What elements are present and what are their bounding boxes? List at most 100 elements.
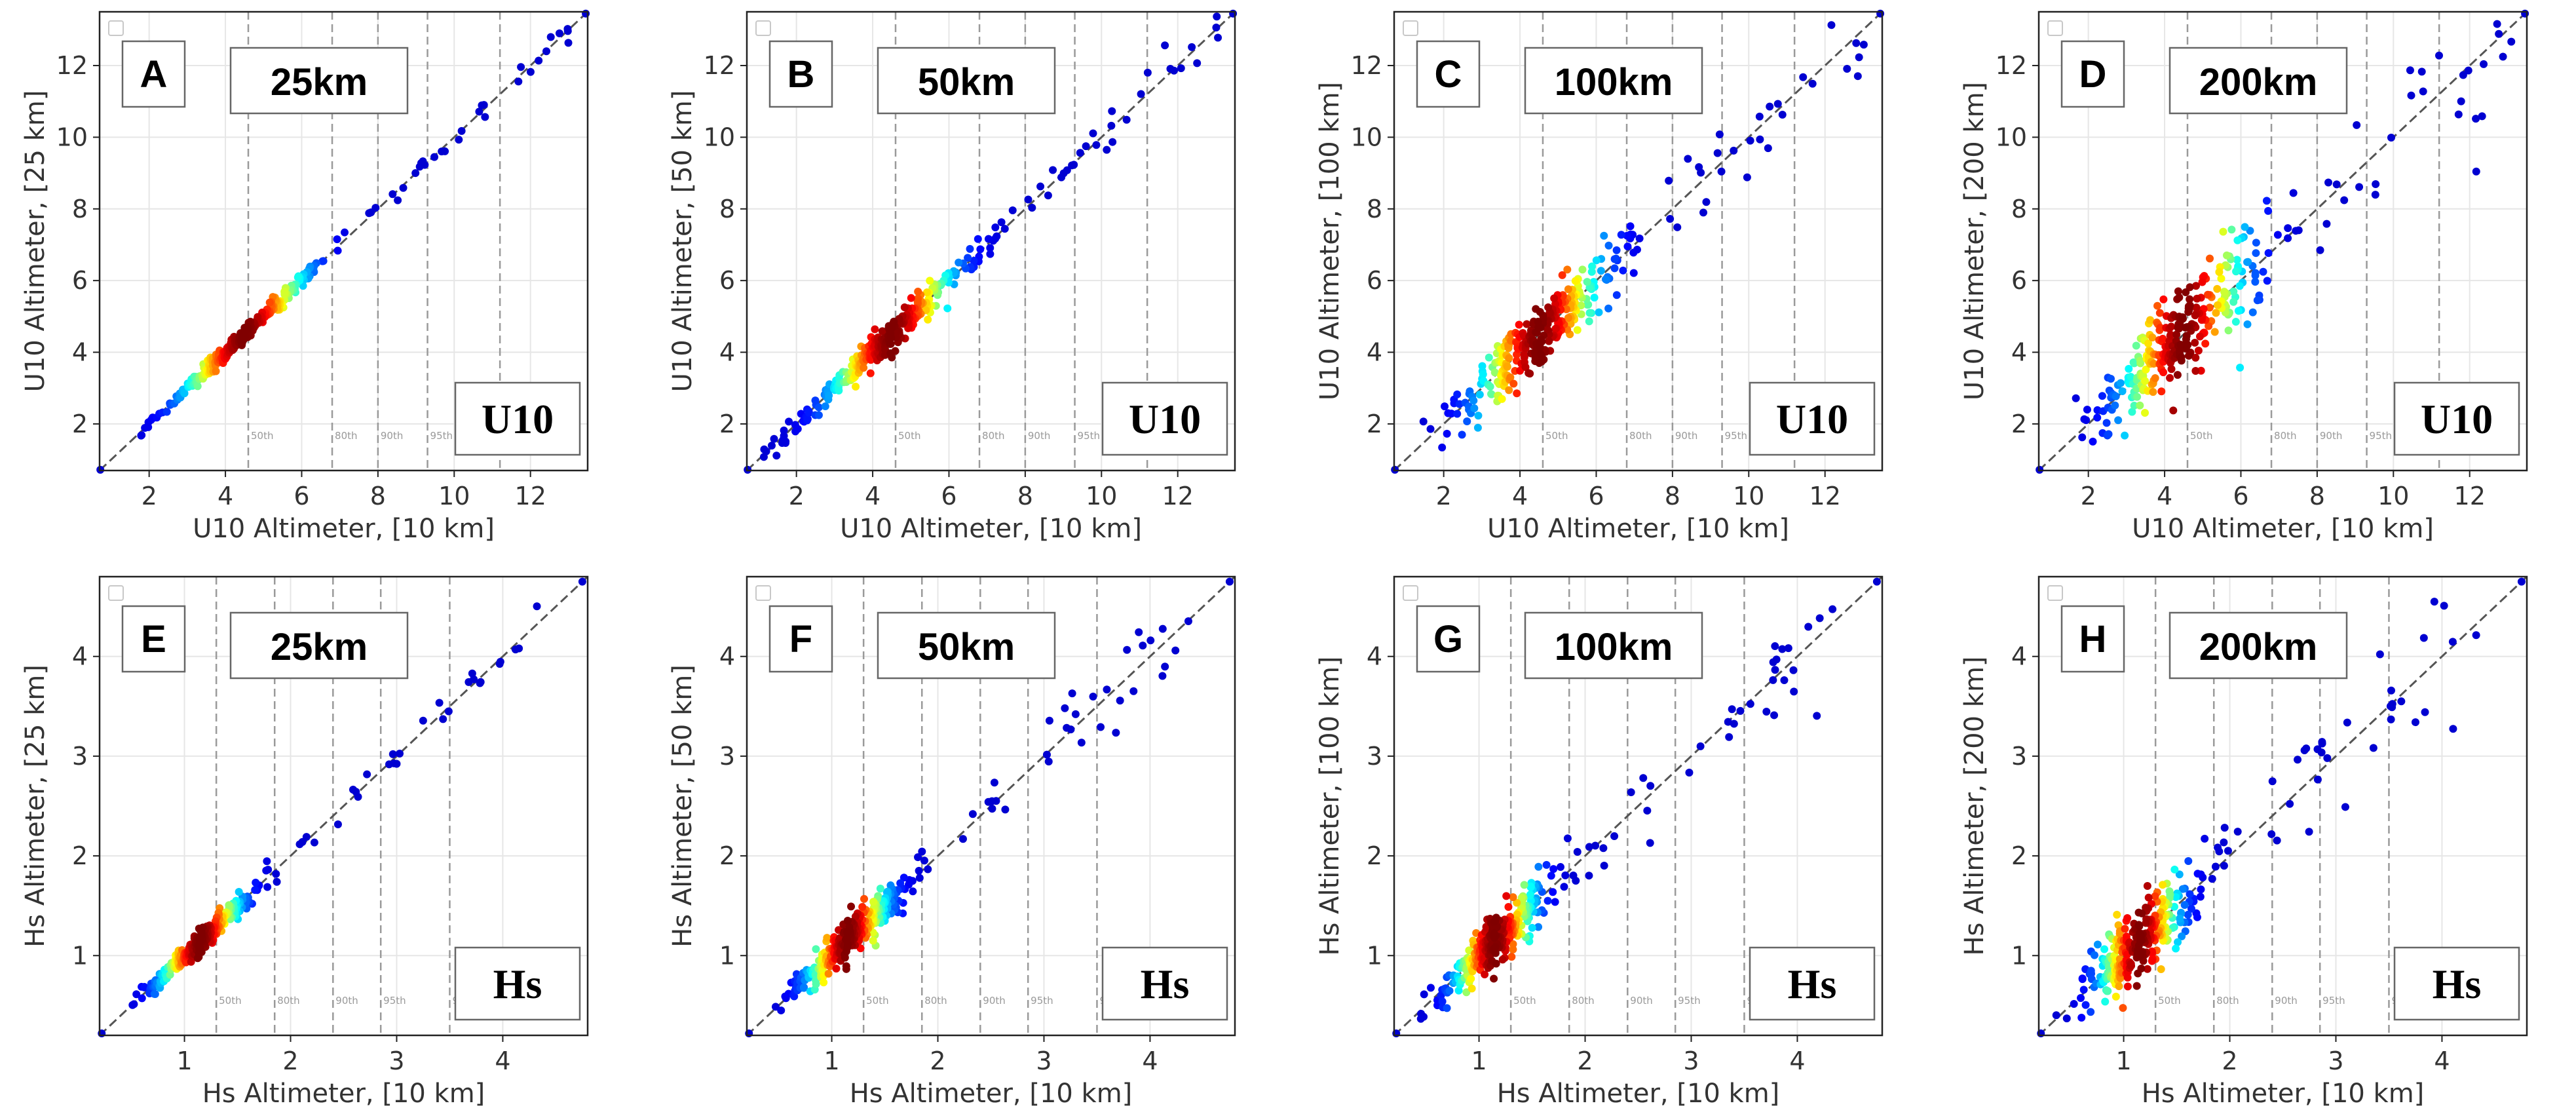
data-point <box>2201 339 2210 348</box>
data-point <box>2114 416 2123 425</box>
data-point <box>1443 1004 1451 1012</box>
x-tick-label: 2 <box>1577 1047 1593 1075</box>
panel-letter: C <box>1435 53 1462 96</box>
variable-label: Hs <box>1141 961 1190 1007</box>
data-point <box>388 190 397 199</box>
data-point <box>1770 711 1779 720</box>
data-point <box>2123 982 2132 991</box>
data-point <box>578 577 586 586</box>
data-point <box>1702 198 1711 206</box>
data-point <box>2196 893 2205 901</box>
data-point <box>823 934 831 942</box>
data-point <box>2387 686 2395 695</box>
percentile-label: 50th <box>2158 995 2180 1007</box>
data-point <box>1766 102 1774 111</box>
data-point <box>2197 366 2205 375</box>
data-point <box>2313 775 2322 784</box>
data-point <box>2184 857 2193 866</box>
y-tick-label: 2 <box>72 410 88 438</box>
data-point <box>263 857 271 866</box>
x-tick-label: 6 <box>294 482 309 510</box>
data-point <box>924 865 932 874</box>
data-point <box>913 297 922 305</box>
data-point <box>824 969 833 978</box>
data-point <box>2387 134 2395 142</box>
data-point <box>2182 345 2190 353</box>
x-tick-label: 4 <box>495 1047 510 1075</box>
data-point <box>2495 29 2503 38</box>
data-point <box>2134 908 2143 917</box>
data-point <box>2165 887 2174 896</box>
data-point <box>138 431 146 440</box>
y-tick-label: 3 <box>72 742 88 771</box>
data-point <box>1474 412 1483 420</box>
data-point <box>1520 881 1528 889</box>
x-tick-label: 10 <box>438 482 470 510</box>
data-point <box>272 870 280 878</box>
data-point <box>871 325 879 334</box>
panel-d: 50th80th90th95th99th2468101224681012U10 … <box>1960 9 2529 544</box>
x-tick-label: 12 <box>515 482 546 510</box>
data-point <box>1008 206 1017 215</box>
data-point <box>772 451 781 460</box>
resolution-label: 25km <box>271 626 368 668</box>
data-point <box>1545 337 1553 345</box>
data-point <box>1815 614 1824 623</box>
y-tick-label: 8 <box>719 195 735 223</box>
data-point <box>904 324 913 332</box>
data-point <box>468 669 476 678</box>
data-point <box>1534 923 1543 931</box>
data-point <box>1463 417 1471 425</box>
data-point <box>2234 307 2243 315</box>
panel-letter-box <box>2060 40 2125 108</box>
data-point <box>2213 284 2222 293</box>
data-point <box>1585 872 1593 880</box>
data-point <box>1214 33 1222 42</box>
data-point <box>2142 904 2150 912</box>
data-point <box>1470 404 1479 412</box>
x-axis-label: Hs Altimeter, [10 km] <box>2142 1079 2425 1109</box>
data-point <box>1600 231 1608 240</box>
data-point <box>1573 847 1582 856</box>
data-point <box>385 760 394 769</box>
data-point <box>832 965 841 973</box>
data-point <box>162 408 171 416</box>
data-point <box>457 126 466 135</box>
data-point <box>1103 685 1111 694</box>
data-point <box>196 932 204 940</box>
variable-box <box>1749 381 1876 456</box>
data-point <box>2259 267 2267 276</box>
data-point <box>1057 173 1066 182</box>
y-tick-label: 2 <box>2011 410 2027 438</box>
panel-letter-box <box>768 605 833 673</box>
data-point <box>2119 1004 2127 1012</box>
panel-a-points <box>96 9 590 474</box>
data-point <box>1590 294 1599 302</box>
data-point <box>2417 67 2426 76</box>
panel-a: 50th80th90th95th99th2468101224681012U10 … <box>20 9 590 544</box>
data-point <box>1564 285 1572 294</box>
data-point <box>2098 392 2106 400</box>
y-tick-label: 3 <box>1367 742 1382 771</box>
data-point <box>2191 353 2200 362</box>
data-point <box>1627 788 1635 796</box>
data-point <box>2142 365 2150 374</box>
data-point <box>843 917 852 925</box>
data-point <box>2156 323 2165 332</box>
data-point <box>1724 718 1732 726</box>
data-point <box>1591 841 1600 850</box>
data-point <box>2449 725 2457 733</box>
data-point <box>1550 294 1559 303</box>
data-point <box>2135 929 2144 938</box>
data-point <box>1028 204 1036 212</box>
percentile-label: 95th <box>430 430 453 442</box>
data-point <box>1068 161 1076 170</box>
resolution-box <box>1524 47 1703 115</box>
variable-label: U10 <box>1129 396 1201 442</box>
y-tick-label: 10 <box>56 123 88 151</box>
data-point <box>2248 308 2257 317</box>
percentile-label: 95th <box>1078 430 1100 442</box>
data-point <box>2136 359 2145 368</box>
data-point <box>2205 303 2214 312</box>
variable-label: U10 <box>2421 396 2493 442</box>
